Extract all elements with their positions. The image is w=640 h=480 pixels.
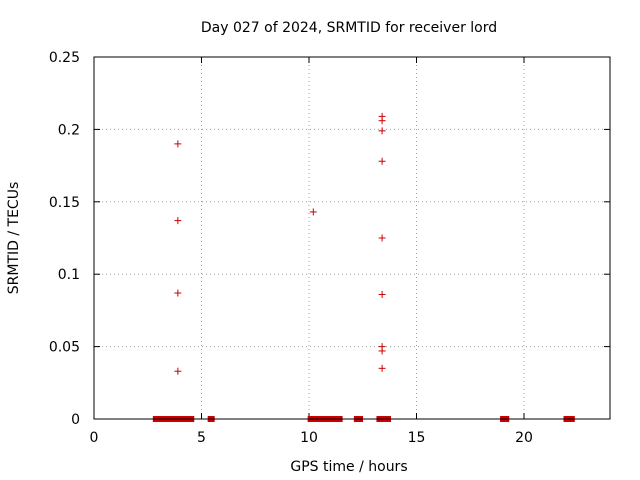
y-tick-label: 0.2 [58,122,80,138]
data-point [378,364,386,372]
data-point [378,127,386,135]
data-point [378,234,386,242]
data-point [174,217,182,225]
plot-frame [93,56,611,420]
y-tick-label: 0.1 [58,267,80,283]
data-point [378,290,386,298]
x-tick-label: 0 [90,430,99,446]
data-point [378,157,386,165]
y-tick-label: 0.05 [49,340,80,356]
data-points [152,112,575,422]
x-tick-label: 15 [408,430,426,446]
y-tick-label: 0.25 [49,50,80,66]
chart-title: Day 027 of 2024, SRMTID for receiver lor… [201,20,497,36]
y-tick-label: 0 [71,412,80,428]
data-point [378,117,386,125]
data-point [378,347,386,355]
x-tick-label: 10 [300,430,318,446]
data-point [174,367,182,375]
x-tick-label: 20 [515,430,533,446]
x-axis-label: GPS time / hours [290,459,407,475]
data-point [174,289,182,297]
axis-ticks: 0 5 10 15 20 0 0.05 0.1 0.15 0.2 0.25 [49,50,610,446]
grid [94,57,610,419]
y-axis-label: SRMTID / TECUs [6,182,22,295]
data-point [174,140,182,148]
x-tick-label: 5 [197,430,206,446]
y-tick-label: 0.15 [49,195,80,211]
data-point [309,208,317,216]
